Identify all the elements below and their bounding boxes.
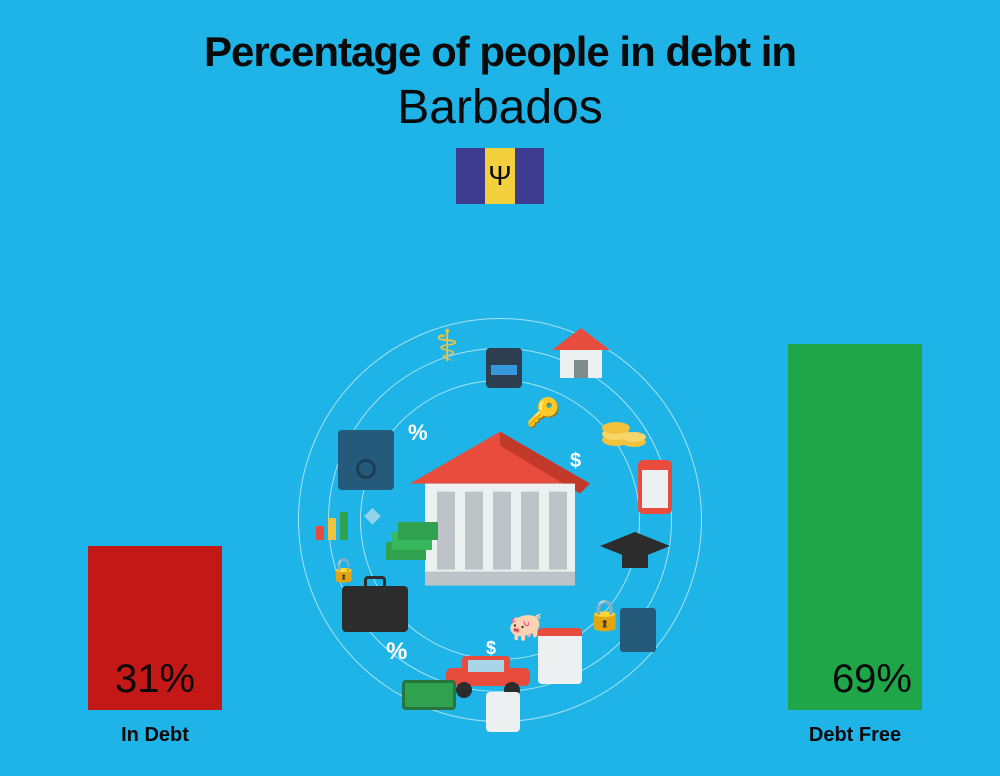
clipboard-icon xyxy=(538,628,582,684)
barchart-icon xyxy=(314,508,354,542)
phone-icon xyxy=(638,460,672,514)
title-line2: Barbados xyxy=(0,80,1000,135)
lock-icon: 🔒 xyxy=(586,598,623,633)
flag-barbados: Ψ xyxy=(456,148,544,204)
house-icon xyxy=(550,328,612,380)
caduceus-icon: ⚕ xyxy=(430,316,464,376)
flag-stripe-right xyxy=(515,148,544,204)
bar-debt-free: 69% Debt Free xyxy=(788,344,922,710)
dollar1-icon: $ xyxy=(570,450,581,473)
briefcase-icon xyxy=(342,586,408,632)
diamond-icon: ◆ xyxy=(364,502,381,528)
bar-in-debt: 31% In Debt xyxy=(88,546,222,710)
key-icon: 🔑 xyxy=(526,396,561,429)
gradcap-icon xyxy=(600,532,670,572)
title-line1: Percentage of people in debt in xyxy=(0,28,1000,76)
bar-in-debt-label: In Debt xyxy=(88,724,222,747)
piggybank-icon: 🐖 xyxy=(508,610,543,643)
percent1-icon: % xyxy=(386,638,407,666)
calculator2-icon xyxy=(620,608,656,652)
coins-icon xyxy=(600,402,648,450)
calculator-icon xyxy=(486,348,522,388)
bar-debt-free-value: 69% xyxy=(788,657,922,702)
flag-stripe-left xyxy=(456,148,485,204)
dollar2-icon: $ xyxy=(486,638,496,659)
bar-chart: 31% In Debt 69% Debt Free ⚕ 🔑 xyxy=(0,240,1000,710)
banknote-icon xyxy=(402,680,456,710)
percent2-icon: % xyxy=(408,420,428,446)
finance-illustration: ⚕ 🔑 🔒 🐖 % 🔓 ◆ % xyxy=(290,310,710,730)
document-icon xyxy=(486,692,520,732)
flag-stripe-mid: Ψ xyxy=(485,148,514,204)
bar-in-debt-value: 31% xyxy=(88,657,222,702)
cash-stack-icon xyxy=(382,508,440,566)
trident-icon: Ψ xyxy=(488,162,511,190)
safe-icon xyxy=(338,430,394,490)
bar-debt-free-label: Debt Free xyxy=(788,724,922,747)
padlock2-icon: 🔓 xyxy=(330,558,357,584)
